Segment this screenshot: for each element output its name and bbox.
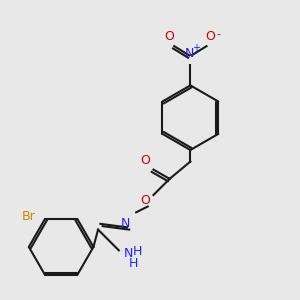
- Text: O: O: [205, 30, 215, 43]
- Text: N: N: [123, 247, 133, 260]
- Text: +: +: [192, 43, 200, 53]
- Text: Br: Br: [22, 210, 36, 223]
- Text: -: -: [216, 29, 220, 39]
- Text: H: H: [129, 256, 139, 270]
- Text: N: N: [121, 217, 130, 230]
- Text: O: O: [140, 154, 150, 167]
- Text: N: N: [184, 47, 194, 60]
- Text: O: O: [165, 30, 175, 43]
- Text: H: H: [133, 245, 142, 258]
- Text: O: O: [140, 194, 150, 207]
